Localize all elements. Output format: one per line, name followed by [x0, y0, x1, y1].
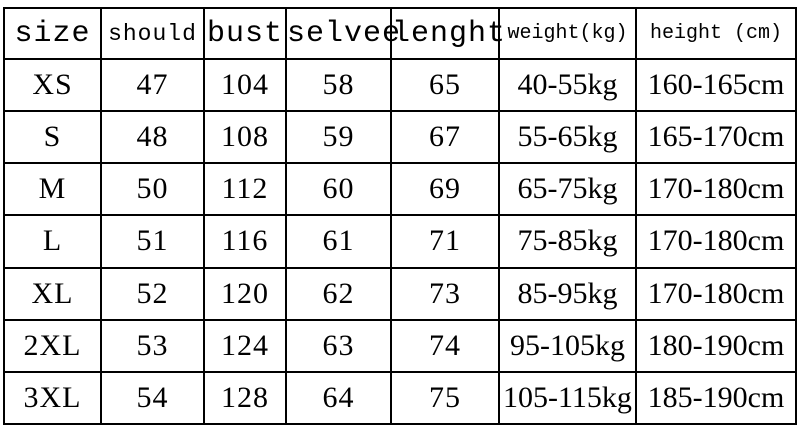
table-cell: 160-165cm	[635, 57, 797, 113]
table-cell: 170-180cm	[635, 266, 797, 321]
table-cell: 67	[390, 110, 500, 165]
column-header-weight: weight(kg)	[498, 7, 637, 60]
table-cell: 50	[100, 162, 205, 217]
table-cell: 53	[100, 318, 205, 373]
table-cell: 124	[203, 318, 287, 373]
table-cell: XS	[3, 57, 102, 113]
table-cell: 165-170cm	[635, 110, 797, 165]
table-cell: 64	[285, 370, 392, 426]
table-cell: 54	[100, 370, 205, 426]
table-cell: 69	[390, 162, 500, 217]
table-cell: 47	[100, 57, 205, 113]
header-row: size should bust selvee lenght weight(kg…	[3, 7, 797, 60]
table-row: 2XL 53 124 63 74 95-105kg 180-190cm	[3, 318, 797, 373]
table-cell: L	[3, 214, 102, 269]
table-cell: 63	[285, 318, 392, 373]
table-cell: 58	[285, 57, 392, 113]
table-cell: XL	[3, 266, 102, 321]
table-cell: 3XL	[3, 370, 102, 426]
table-cell: 48	[100, 110, 205, 165]
table-cell: 40-55kg	[498, 57, 637, 113]
column-header-lenght: lenght	[390, 7, 505, 60]
table-cell: 120	[203, 266, 287, 321]
table-cell: 51	[100, 214, 205, 269]
table-cell: 61	[285, 214, 392, 269]
size-chart-table: size should bust selvee lenght weight(kg…	[3, 7, 797, 426]
table-cell: 128	[203, 370, 287, 426]
table-cell: 170-180cm	[635, 162, 797, 217]
table-cell: 170-180cm	[635, 214, 797, 269]
table-cell: 65	[390, 57, 500, 113]
table-cell: 62	[285, 266, 392, 321]
table-row: S 48 108 59 67 55-65kg 165-170cm	[3, 110, 797, 165]
table-cell: 71	[390, 214, 500, 269]
column-header-size: size	[3, 7, 102, 60]
table-cell: 75	[390, 370, 500, 426]
table-cell: 74	[390, 318, 500, 373]
table-cell: 73	[390, 266, 500, 321]
table-cell: 85-95kg	[498, 266, 637, 321]
column-header-should: should	[100, 7, 205, 60]
table-cell: 95-105kg	[498, 318, 637, 373]
table-cell: 55-65kg	[498, 110, 637, 165]
table-cell: 60	[285, 162, 392, 217]
column-header-bust: bust	[203, 7, 287, 60]
table-row: 3XL 54 128 64 75 105-115kg 185-190cm	[3, 370, 797, 426]
table-cell: 116	[203, 214, 287, 269]
table-row: XS 47 104 58 65 40-55kg 160-165cm	[3, 57, 797, 113]
table-cell: 112	[203, 162, 287, 217]
table-cell: 108	[203, 110, 287, 165]
table-cell: 59	[285, 110, 392, 165]
table-cell: 180-190cm	[635, 318, 797, 373]
table-row: L 51 116 61 71 75-85kg 170-180cm	[3, 214, 797, 269]
table-cell: 185-190cm	[635, 370, 797, 426]
table-cell: M	[3, 162, 102, 217]
table-cell: 2XL	[3, 318, 102, 373]
table-row: M 50 112 60 69 65-75kg 170-180cm	[3, 162, 797, 217]
table-cell: 75-85kg	[498, 214, 637, 269]
table-cell: 105-115kg	[498, 370, 637, 426]
table-row: XL 52 120 62 73 85-95kg 170-180cm	[3, 266, 797, 321]
table-cell: S	[3, 110, 102, 165]
column-header-height: height (cm)	[635, 7, 797, 60]
table-cell: 65-75kg	[498, 162, 637, 217]
table-cell: 52	[100, 266, 205, 321]
table-cell: 104	[203, 57, 287, 113]
column-header-selvee: selvee	[285, 7, 400, 60]
